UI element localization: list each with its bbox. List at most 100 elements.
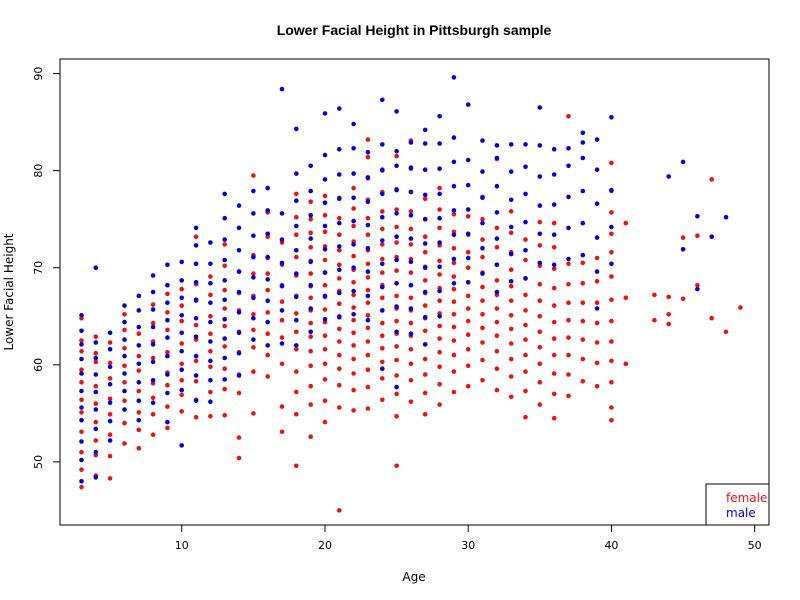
female-point — [322, 377, 328, 382]
female-point — [523, 337, 528, 342]
male-point — [122, 388, 127, 394]
female-point — [150, 432, 156, 438]
male-point — [93, 475, 99, 480]
male-point — [322, 223, 328, 229]
female-point — [422, 196, 428, 202]
female-point — [222, 263, 227, 269]
female-point — [451, 299, 457, 305]
female-point — [580, 379, 586, 384]
female-point — [738, 305, 743, 310]
male-point — [179, 278, 184, 283]
female-point — [165, 310, 170, 315]
female-point — [136, 368, 142, 373]
male-point — [308, 163, 314, 169]
female-point — [365, 384, 371, 390]
male-point — [79, 405, 84, 410]
male-point — [251, 275, 256, 280]
male-point — [265, 185, 271, 191]
male-point — [279, 341, 285, 346]
male-point — [165, 282, 170, 288]
female-point — [179, 378, 184, 383]
female-point — [208, 331, 213, 337]
male-point — [451, 135, 457, 140]
male-point — [179, 330, 184, 336]
female-point — [437, 272, 442, 277]
male-point — [193, 334, 199, 340]
y-tick-label: 70 — [32, 261, 45, 275]
female-point — [308, 271, 314, 276]
female-point — [465, 347, 471, 352]
male-point — [465, 207, 471, 212]
female-point — [566, 114, 571, 119]
female-point — [451, 324, 457, 330]
female-point — [337, 508, 342, 513]
female-point — [93, 334, 99, 340]
male-point — [79, 439, 84, 444]
female-point — [79, 338, 84, 343]
male-point — [179, 367, 184, 373]
male-point — [251, 233, 256, 238]
female-point — [609, 249, 614, 255]
female-point — [465, 265, 471, 271]
female-point — [580, 260, 586, 266]
male-point — [122, 303, 127, 308]
male-point — [150, 359, 156, 365]
male-point — [394, 211, 399, 216]
female-point — [580, 318, 586, 324]
female-point — [580, 356, 586, 362]
female-point — [523, 308, 528, 313]
female-point — [437, 402, 442, 407]
male-point — [236, 269, 242, 274]
male-point — [380, 284, 385, 290]
y-tick-label: 90 — [32, 67, 45, 81]
female-point — [93, 438, 99, 443]
male-point — [236, 330, 242, 336]
male-point — [437, 141, 442, 146]
female-point — [494, 387, 500, 393]
female-point — [537, 314, 543, 319]
male-point — [580, 220, 586, 226]
male-point — [208, 378, 213, 383]
male-point — [236, 373, 242, 378]
female-point — [337, 215, 342, 221]
male-point — [508, 224, 514, 230]
female-point — [265, 310, 271, 315]
female-point — [551, 391, 557, 397]
female-point — [236, 390, 242, 396]
female-point — [408, 226, 414, 232]
female-point — [107, 412, 113, 417]
male-point — [494, 143, 500, 148]
female-point — [451, 246, 457, 251]
female-point — [451, 286, 457, 292]
female-point — [480, 340, 485, 345]
female-point — [150, 412, 156, 417]
male-point — [193, 353, 199, 359]
male-point — [337, 314, 342, 320]
female-point — [79, 484, 84, 490]
female-point — [351, 408, 356, 413]
male-point — [566, 256, 571, 262]
female-point — [279, 317, 285, 323]
male-point — [609, 224, 614, 230]
female-point — [322, 333, 328, 339]
female-point — [107, 340, 113, 345]
male-point — [337, 290, 342, 296]
male-point — [322, 200, 328, 205]
male-point — [251, 315, 256, 321]
male-point — [351, 171, 356, 176]
male-point — [165, 262, 170, 268]
female-point — [580, 300, 586, 306]
male-point — [537, 143, 543, 148]
female-point — [193, 322, 199, 328]
data-points — [79, 75, 743, 513]
male-point — [422, 216, 428, 222]
male-point — [437, 314, 442, 319]
female-point — [437, 225, 442, 231]
female-point — [150, 302, 156, 307]
male-point — [394, 187, 399, 193]
female-point — [279, 429, 285, 435]
male-point — [236, 310, 242, 315]
male-point — [93, 407, 99, 412]
male-point — [136, 398, 142, 404]
male-point — [208, 319, 213, 325]
